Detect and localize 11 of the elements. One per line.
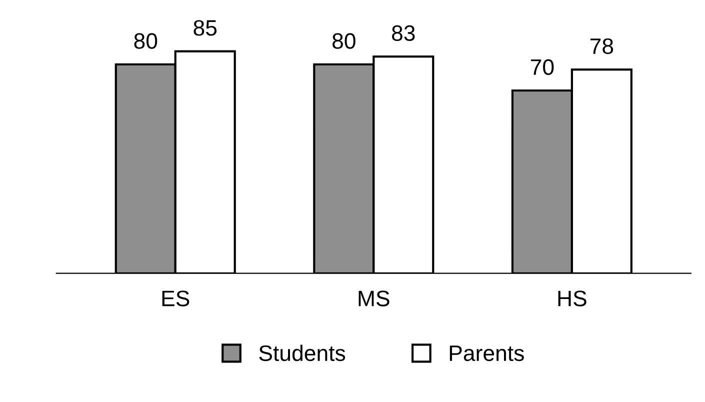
x-tick-label: ES xyxy=(162,290,190,306)
data-label: 85 xyxy=(194,20,217,36)
data-label: 83 xyxy=(392,25,415,42)
data-label: 78 xyxy=(590,38,614,54)
data-label: 80 xyxy=(134,33,158,49)
legend-label: Parents xyxy=(450,346,524,362)
x-tick-label: HS xyxy=(558,290,586,306)
data-label: 70 xyxy=(530,59,554,75)
legend-label: Students xyxy=(259,344,346,362)
data-label: 80 xyxy=(332,33,356,49)
x-tick-label: MS xyxy=(358,290,390,306)
